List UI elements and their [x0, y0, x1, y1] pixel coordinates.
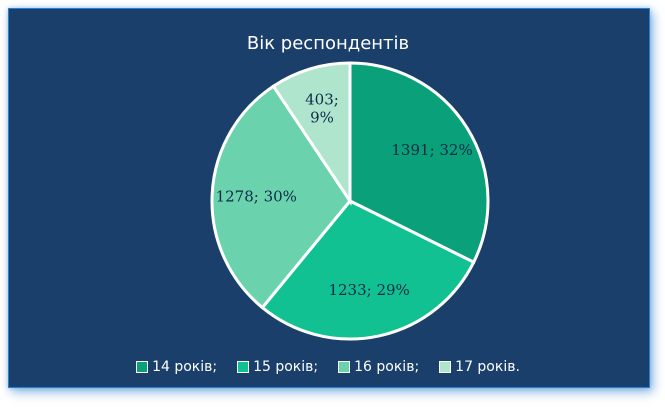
data-label-3: 403; 9%	[305, 91, 339, 127]
pie-slice-1	[260, 199, 476, 341]
pie-slice-2	[210, 84, 352, 310]
legend-swatch-3	[439, 361, 452, 373]
pie-slice-0	[348, 61, 490, 265]
legend-swatch-2	[338, 361, 351, 373]
legend-item-2: 16 років;	[338, 359, 419, 375]
legend-label-1: 15 років;	[253, 359, 319, 375]
legend-label-2: 16 років;	[354, 359, 420, 375]
pie-chart: 1391; 32% 1233; 29% 1278; 30% 403; 9%	[210, 61, 490, 341]
legend-swatch-0	[136, 361, 149, 373]
legend-item-1: 15 років;	[237, 359, 318, 375]
data-label-0: 1391; 32%	[391, 141, 472, 159]
chart-area: Вік респондентів 1391; 32% 1233; 29% 1278;…	[11, 11, 645, 385]
legend-item-3: 17 років.	[439, 359, 520, 375]
chart-legend: 14 років; 15 років; 16 років; 17 років.	[11, 359, 645, 375]
legend-swatch-1	[237, 361, 250, 373]
legend-item-0: 14 років;	[136, 359, 217, 375]
legend-label-0: 14 років;	[152, 359, 218, 375]
data-label-2: 1278; 30%	[216, 187, 297, 205]
chart-title: Вік респондентів	[246, 33, 410, 54]
data-label-1: 1233; 29%	[328, 281, 409, 299]
legend-label-3: 17 років.	[455, 359, 520, 375]
pie-slice-3	[271, 61, 352, 206]
